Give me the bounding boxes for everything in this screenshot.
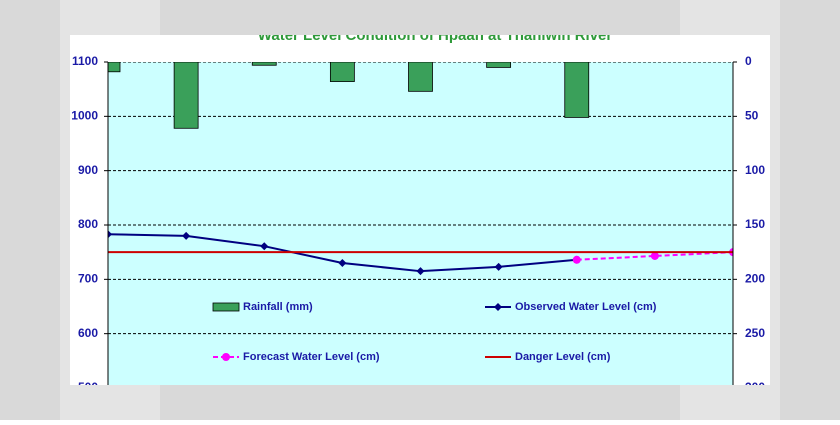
chart-title: Water Level Condition of Hpaan at Thanlw… <box>258 27 613 44</box>
line <box>576 251 733 261</box>
y-tick-label: 700 <box>78 272 98 286</box>
bar <box>486 62 512 68</box>
y-tick-label: 500 <box>78 380 98 394</box>
bar <box>329 62 355 82</box>
y2-tick-label: 50 <box>745 109 759 123</box>
legend-label: Forecast Water Level (cm) <box>243 351 380 363</box>
legend-label: Danger Level (cm) <box>515 351 611 363</box>
y-tick-label: 800 <box>78 217 98 231</box>
y2-tick-label: 250 <box>745 326 765 340</box>
marker <box>494 262 503 271</box>
marker <box>572 255 581 264</box>
marker <box>338 259 347 268</box>
plot-area <box>108 62 733 385</box>
y2-tick-label: 0 <box>745 54 752 68</box>
bar <box>108 62 121 73</box>
bar <box>173 62 199 129</box>
y-tick-label: 1000 <box>71 109 98 123</box>
marker <box>182 231 191 240</box>
marker <box>260 242 269 251</box>
y2-tick-label: 100 <box>745 163 765 177</box>
y2-tick-label: 200 <box>745 272 765 286</box>
legend-label: Rainfall (mm) <box>243 301 313 313</box>
marker <box>416 267 425 276</box>
plot <box>108 62 733 335</box>
bar <box>564 62 590 118</box>
legend-swatch <box>212 302 240 312</box>
y-tick-label: 600 <box>78 326 98 340</box>
marker <box>650 251 659 260</box>
y2-tick-label: 300 <box>745 380 765 394</box>
legend-label: Observed Water Level (cm) <box>515 301 657 313</box>
chart: Water Level Condition of Hpaan at Thanlw… <box>71 27 765 394</box>
y2-tick-label: 150 <box>745 217 765 231</box>
legend-marker <box>222 353 230 361</box>
y-tick-label: 1100 <box>72 54 98 68</box>
bar <box>408 62 433 92</box>
marker <box>108 230 112 239</box>
y-tick-label: 900 <box>78 163 98 177</box>
legend-marker <box>494 303 502 311</box>
bar <box>251 62 277 66</box>
